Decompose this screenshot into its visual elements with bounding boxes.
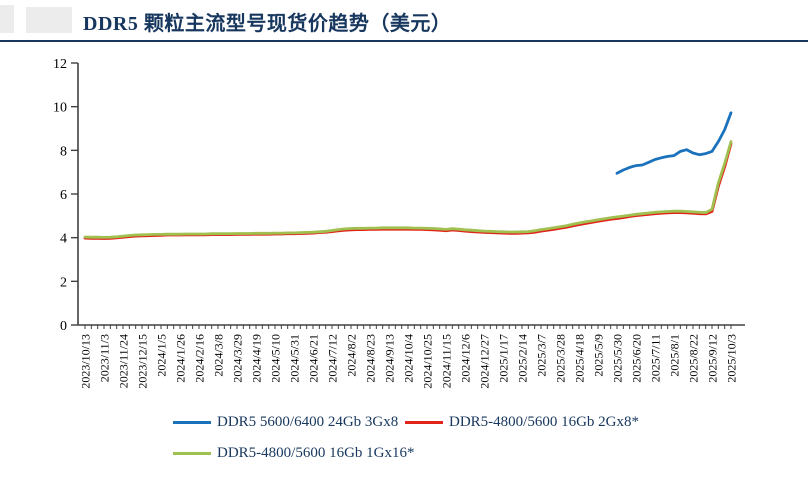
x-axis-tick-label: 2025/1/17 <box>497 334 511 383</box>
x-axis-tick-label: 2024/2/16 <box>193 334 207 383</box>
x-axis-tick-label: 2024/6/21 <box>307 334 321 383</box>
legend-label: DDR5 5600/6400 24Gb 3Gx8 <box>217 413 399 430</box>
y-axis-tick-label: 12 <box>53 57 67 72</box>
series-line-1 <box>83 142 733 240</box>
x-axis-tick-label: 2024/5/10 <box>269 334 283 383</box>
legend-swatch-red <box>405 420 443 424</box>
x-axis-tick-label: 2025/4/18 <box>573 334 587 383</box>
x-axis-tick-label: 2024/3/29 <box>231 334 245 383</box>
x-axis-tick-label: 2025/10/3 <box>725 334 739 383</box>
x-axis-tick-label: 2024/1/5 <box>155 334 169 377</box>
legend-item-ddr5-4800-2gx8: DDR5-4800/5600 16Gb 2Gx8* <box>405 411 639 433</box>
y-axis-tick-label: 6 <box>60 188 67 203</box>
x-axis-tick-label: 2023/10/13 <box>79 334 93 389</box>
legend-swatch-green <box>173 451 211 455</box>
x-axis-tick-label: 2024/5/31 <box>288 334 302 383</box>
x-axis-tick-label: 2025/3/7 <box>535 334 549 377</box>
x-axis-tick-label: 2024/9/13 <box>383 334 397 383</box>
x-axis-tick-label: 2024/1/26 <box>174 334 188 383</box>
y-axis-tick-label: 10 <box>53 101 67 116</box>
x-axis-tick-label: 2025/8/1 <box>668 334 682 377</box>
legend-label: DDR5-4800/5600 16Gb 2Gx8* <box>449 413 639 430</box>
x-axis-tick-label: 2024/7/12 <box>326 334 340 383</box>
x-axis-tick-label: 2024/8/2 <box>345 334 359 377</box>
y-axis-tick-label: 8 <box>60 144 67 159</box>
x-axis-tick-label: 2023/11/3 <box>98 334 112 382</box>
legend-swatch-blue <box>173 420 211 424</box>
x-axis-tick-label: 2023/12/15 <box>136 334 150 389</box>
x-axis-tick-label: 2024/4/19 <box>250 334 264 383</box>
logo-placeholder <box>0 5 14 33</box>
legend-label: DDR5-4800/5600 16Gb 1Gx16* <box>217 444 415 461</box>
chart-canvas: 0 2 4 6 8 10 12 2023/10/13 2023/11/3 2023/11/24 20… <box>53 57 745 389</box>
x-axis-tick-label: 2025/6/20 <box>630 334 644 383</box>
legend-row: DDR5 5600/6400 24Gb 3Gx8 DDR5-4800/5600 … <box>0 411 808 433</box>
legend-item-ddr5-4800-1gx16: DDR5-4800/5600 16Gb 1Gx16* <box>173 442 415 464</box>
x-axis-tick-label: 2023/11/24 <box>117 334 131 388</box>
series-line-0 <box>615 111 733 175</box>
x-axis-tick-label: 2025/9/12 <box>706 334 720 383</box>
x-axis-tick-label: 2024/3/8 <box>212 334 226 377</box>
page-title: DDR5 颗粒主流型号现货价趋势（美元） <box>83 13 452 35</box>
x-axis-tick-label: 2024/12/6 <box>459 334 473 383</box>
legend-item-ddr5-5600-6400: DDR5 5600/6400 24Gb 3Gx8 <box>173 411 398 433</box>
chart-area: 0 2 4 6 8 10 12 2023/10/13 2023/11/3 2023/11/24 20… <box>0 46 808 418</box>
logo-placeholder <box>26 7 72 33</box>
x-axis-tick-label: 2024/11/15 <box>440 334 454 388</box>
x-axis-tick-label: 2025/7/11 <box>649 334 663 382</box>
x-axis-tick-label: 2025/8/22 <box>687 334 701 383</box>
title-divider <box>0 40 808 42</box>
x-axis-tick-label: 2025/5/30 <box>611 334 625 383</box>
x-axis-tick-label: 2024/10/25 <box>421 334 435 389</box>
x-axis-tick-label: 2024/8/23 <box>364 334 378 383</box>
series-line-2 <box>83 140 733 239</box>
legend-row: DDR5-4800/5600 16Gb 1Gx16* <box>0 442 808 464</box>
x-axis-tick-label: 2025/3/28 <box>554 334 568 383</box>
y-axis-tick-label: 2 <box>60 275 67 290</box>
y-axis-tick-label: 4 <box>60 232 67 247</box>
x-axis-tick-label: 2025/2/14 <box>516 334 530 383</box>
y-axis-tick-label: 0 <box>60 319 67 334</box>
x-axis-tick-label: 2025/5/9 <box>592 334 606 377</box>
x-axis-tick-label: 2024/10/4 <box>402 334 416 383</box>
x-axis-tick-label: 2024/12/27 <box>478 334 492 389</box>
